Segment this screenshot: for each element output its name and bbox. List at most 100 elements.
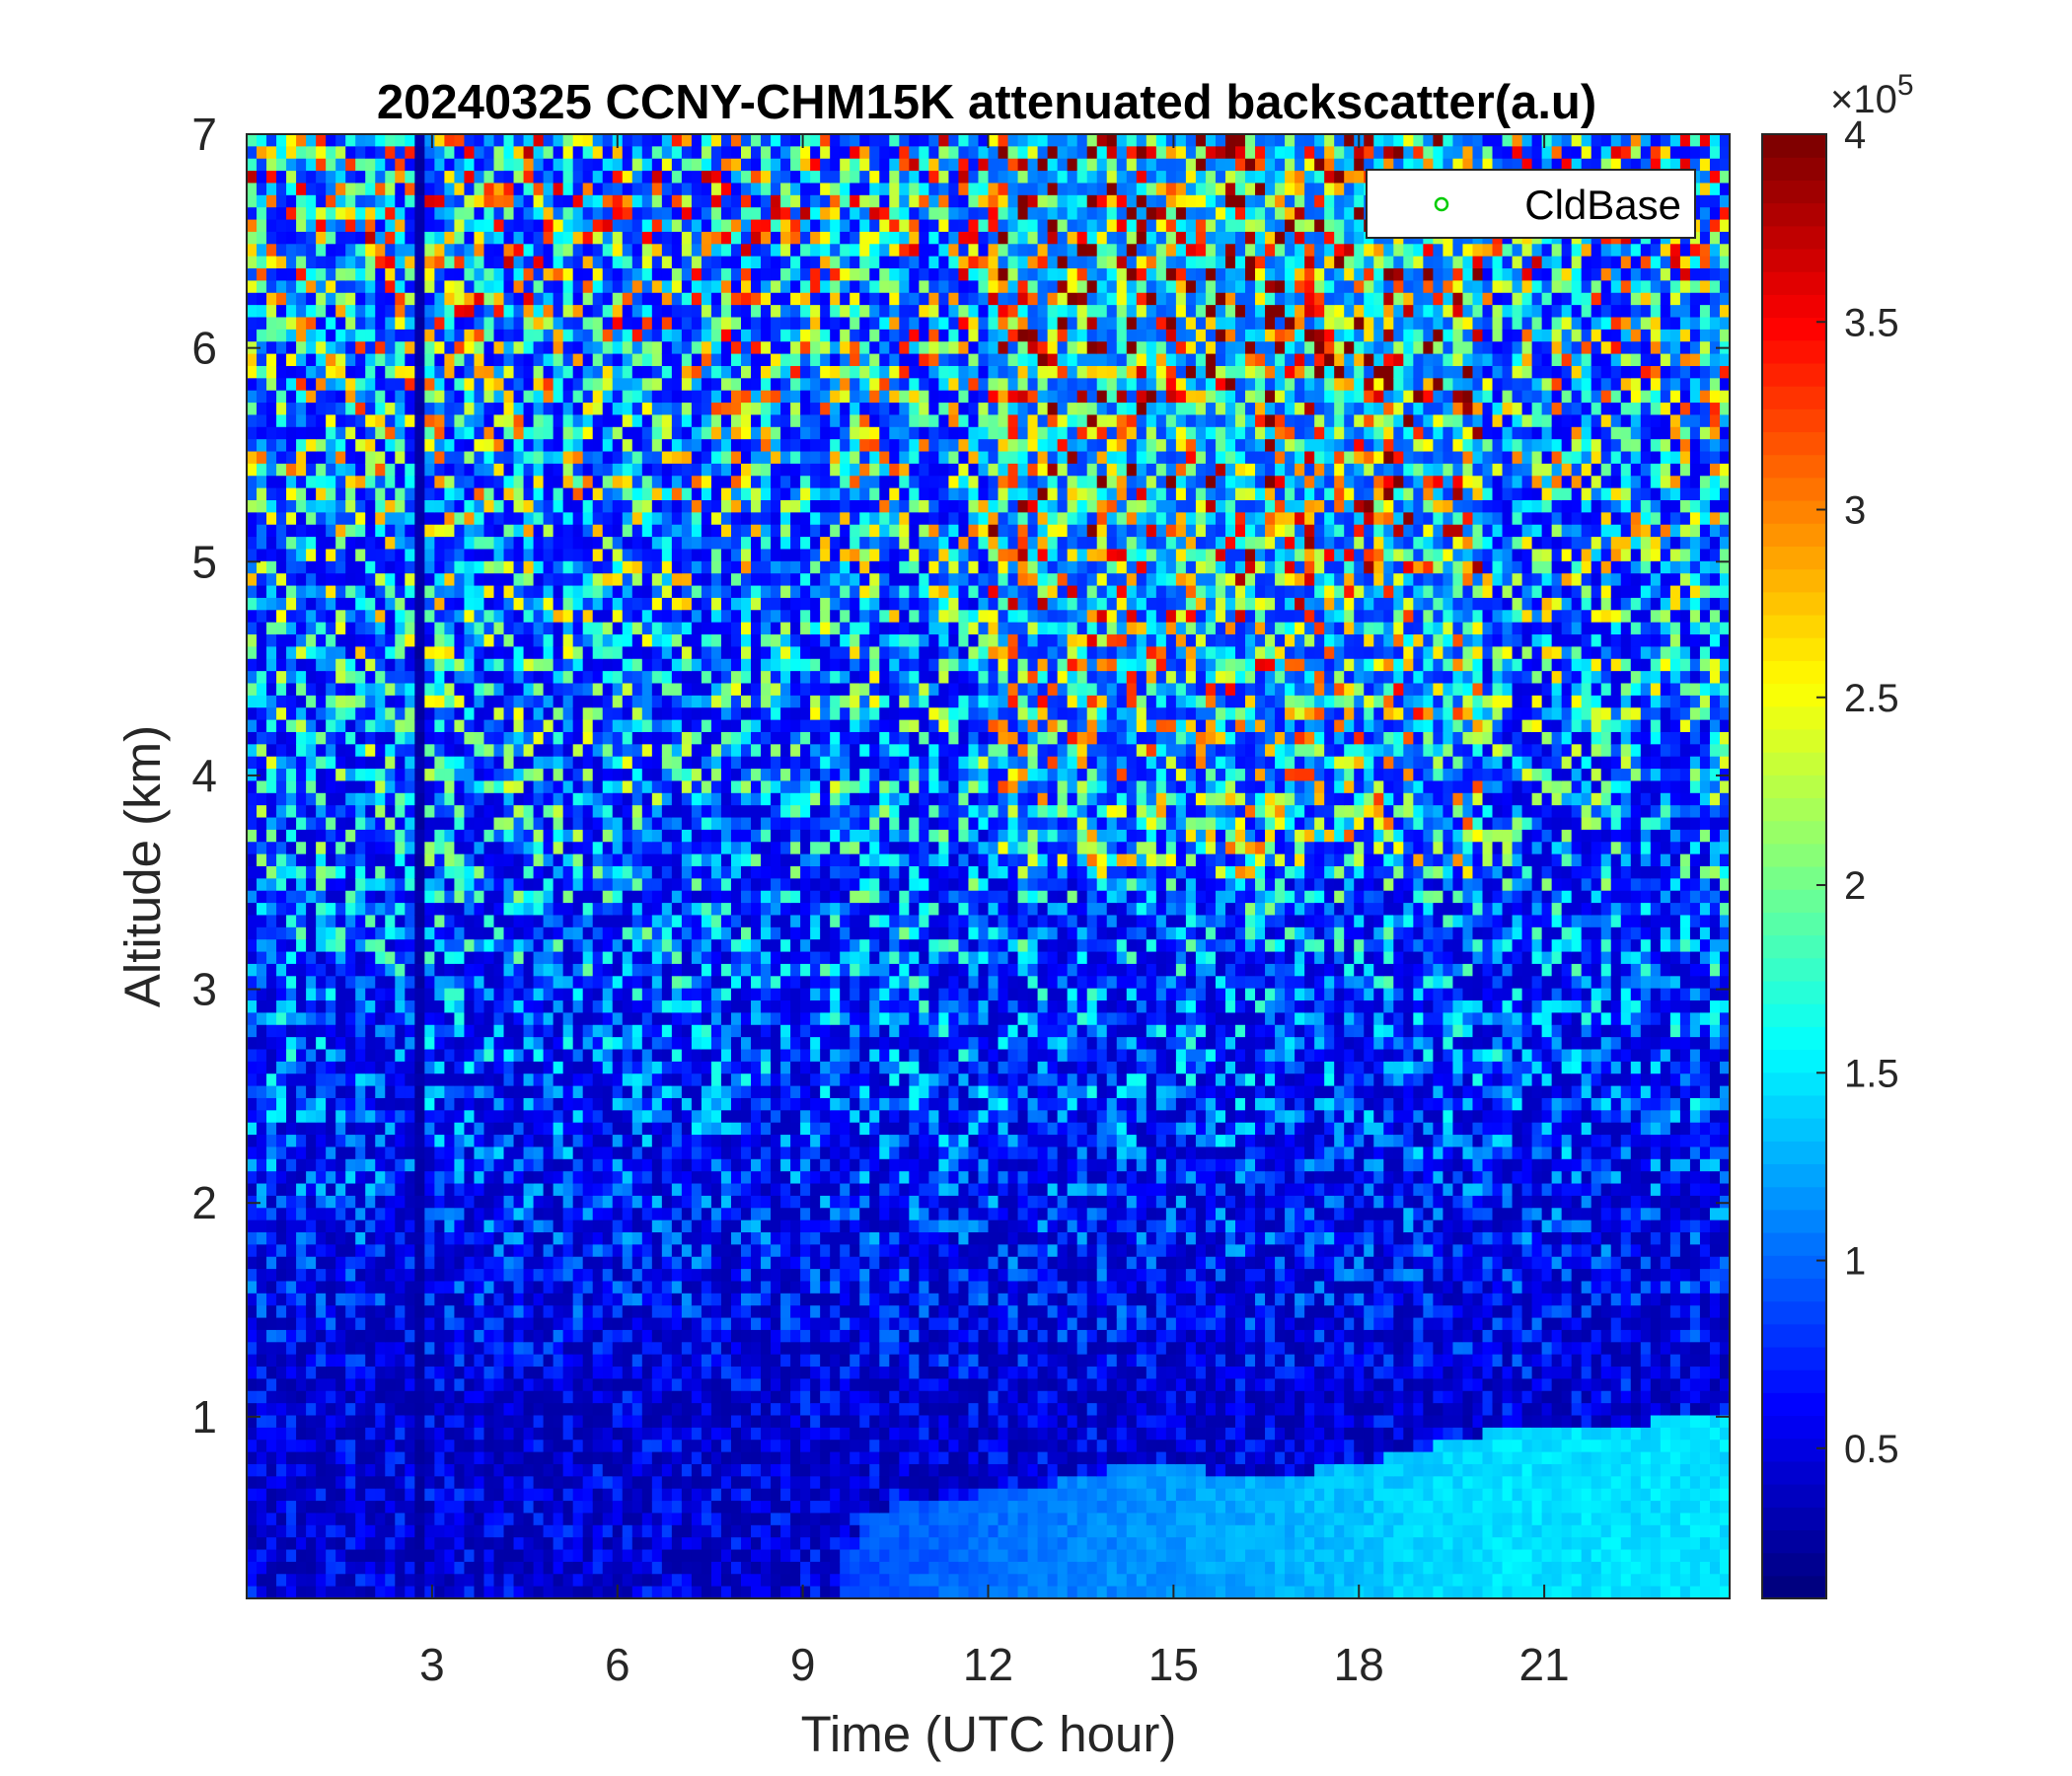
heatmap-cell	[623, 280, 633, 293]
heatmap-cell	[266, 1025, 277, 1038]
heatmap-cell	[375, 891, 386, 904]
heatmap-cell	[355, 780, 366, 793]
heatmap-cell	[514, 805, 525, 818]
heatmap-cell	[494, 939, 505, 952]
heatmap-cell	[623, 952, 633, 965]
heatmap-cell	[276, 1489, 287, 1502]
heatmap-cell	[524, 1330, 535, 1343]
heatmap-cell	[474, 1501, 484, 1514]
heatmap-cell	[335, 1318, 346, 1331]
heatmap-cell	[296, 378, 307, 391]
heatmap-cell	[483, 183, 494, 195]
heatmap-cell	[365, 818, 376, 831]
heatmap-cell	[613, 1525, 624, 1538]
heatmap-cell	[632, 1221, 643, 1233]
heatmap-cell	[524, 610, 535, 623]
heatmap-cell	[652, 927, 663, 940]
heatmap-cell	[464, 634, 475, 647]
heatmap-cell	[623, 610, 633, 623]
heatmap-cell	[247, 232, 258, 245]
heatmap-cell	[444, 1342, 455, 1355]
heatmap-cell	[434, 927, 445, 940]
heatmap-cell	[454, 1037, 465, 1050]
heatmap-cell	[613, 244, 624, 257]
heatmap-cell	[424, 1196, 435, 1209]
heatmap-cell	[573, 1416, 584, 1429]
heatmap-cell	[424, 1476, 435, 1489]
heatmap-cell	[385, 793, 396, 806]
heatmap-cell	[603, 976, 614, 989]
heatmap-cell	[454, 1452, 465, 1465]
heatmap-cell	[335, 391, 346, 404]
heatmap-cell	[514, 366, 525, 379]
heatmap-cell	[583, 220, 594, 233]
heatmap-cell	[642, 952, 653, 965]
heatmap-cell	[483, 330, 494, 342]
heatmap-cell	[603, 659, 614, 672]
heatmap-cell	[395, 512, 406, 525]
heatmap-cell	[247, 891, 258, 904]
heatmap-cell	[316, 1391, 327, 1404]
heatmap-cell	[306, 183, 317, 195]
heatmap-cell	[454, 964, 465, 977]
heatmap-cell	[375, 1073, 386, 1086]
heatmap-cell	[514, 842, 525, 854]
heatmap-cell	[544, 1391, 555, 1404]
heatmap-cell	[335, 354, 346, 367]
heatmap-cell	[296, 391, 307, 404]
heatmap-cell	[593, 915, 604, 927]
heatmap-cell	[652, 500, 663, 513]
heatmap-cell	[652, 549, 663, 561]
heatmap-cell	[434, 1574, 445, 1587]
heatmap-cell	[454, 1428, 465, 1441]
heatmap-cell	[276, 244, 287, 257]
heatmap-cell	[544, 525, 555, 538]
heatmap-cell	[573, 280, 584, 293]
heatmap-cell	[554, 1562, 564, 1575]
heatmap-cell	[603, 1123, 614, 1136]
heatmap-cell	[355, 1281, 366, 1294]
heatmap-cell	[247, 1391, 258, 1404]
heatmap-cell	[573, 1171, 584, 1184]
heatmap-cell	[414, 268, 425, 281]
heatmap-cell	[405, 1062, 415, 1074]
heatmap-cell	[464, 952, 475, 965]
heatmap-cell	[454, 1513, 465, 1525]
heatmap-cell	[494, 1221, 505, 1233]
heatmap-cell	[326, 1464, 336, 1477]
heatmap-cell	[306, 1208, 317, 1221]
heatmap-cell	[345, 1513, 356, 1525]
heatmap-cell	[365, 1208, 376, 1221]
heatmap-cell	[632, 610, 643, 623]
heatmap-cell	[593, 232, 604, 245]
heatmap-cell	[266, 427, 277, 440]
heatmap-cell	[583, 939, 594, 952]
heatmap-cell	[395, 464, 406, 477]
heatmap-cell	[483, 780, 494, 793]
heatmap-cell	[642, 195, 653, 208]
heatmap-cell	[623, 903, 633, 916]
heatmap-cell	[483, 354, 494, 367]
heatmap-cell	[504, 1221, 515, 1233]
heatmap-cell	[247, 1378, 258, 1391]
heatmap-cell	[296, 780, 307, 793]
heatmap-cell	[405, 1367, 415, 1379]
heatmap-cell	[623, 1037, 633, 1050]
heatmap-cell	[296, 1123, 307, 1136]
heatmap-cell	[583, 378, 594, 391]
heatmap-cell	[326, 1476, 336, 1489]
heatmap-cell	[613, 989, 624, 1001]
heatmap-cell	[573, 1537, 584, 1550]
heatmap-cell	[623, 354, 633, 367]
heatmap-cell	[573, 818, 584, 831]
heatmap-cell	[623, 427, 633, 440]
heatmap-cell	[642, 171, 653, 184]
heatmap-cell	[266, 1342, 277, 1355]
heatmap-cell	[474, 1062, 484, 1074]
heatmap-cell	[326, 623, 336, 635]
heatmap-cell	[494, 268, 505, 281]
heatmap-cell	[494, 403, 505, 415]
heatmap-cell	[554, 1537, 564, 1550]
heatmap-cell	[286, 1123, 297, 1136]
heatmap-cell	[326, 646, 336, 659]
